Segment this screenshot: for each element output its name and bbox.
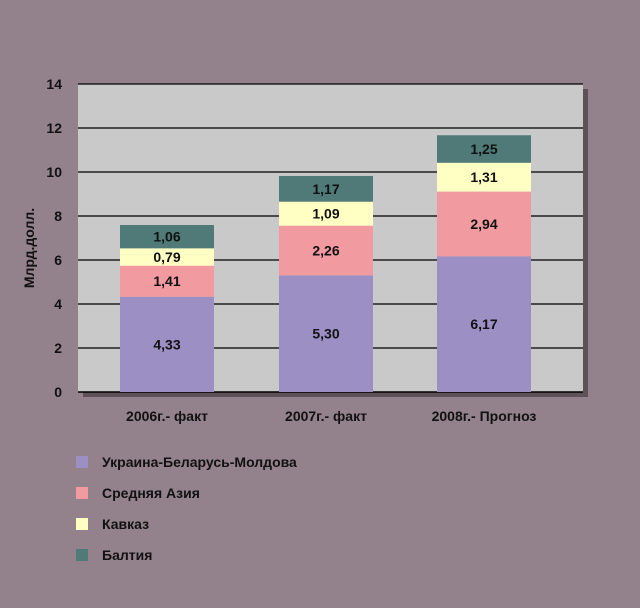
legend: Украина-Беларусь-Молдова Средняя Азия Кавк… [76,454,297,563]
data-label: 6,17 [470,316,497,332]
bar-segment [437,256,531,392]
y-axis-label: Млрд.долл. [21,208,37,288]
bar-segment [279,201,373,226]
legend-item: Украина-Беларусь-Молдова [76,454,297,470]
y-tick-label: 4 [54,296,62,312]
y-tick-label: 2 [54,340,62,356]
bar-segment [120,296,214,392]
legend-item: Средняя Азия [76,485,200,501]
data-label: 1,09 [312,206,339,222]
y-tick-label: 12 [46,120,62,136]
bar-stack: 5,30 2,26 1,09 1,17 [279,175,373,392]
legend-label: Кавказ [102,516,149,532]
bar-segment [120,248,214,266]
y-tick-label: 14 [46,76,62,92]
y-tick-label: 6 [54,252,62,268]
bar-segment [437,162,531,192]
legend-item: Балтия [76,547,152,563]
x-category-label: 2008г.- Прогноз [432,408,537,424]
data-label: 1,31 [470,169,497,185]
data-label: 4,33 [153,336,180,352]
legend-label: Балтия [102,547,152,563]
y-tick-label: 10 [46,164,62,180]
data-label: 1,25 [470,141,497,157]
bar-segment [120,265,214,297]
bar-stack: 6,17 2,94 1,31 1,25 [437,135,531,392]
bar-segment [437,191,531,257]
data-label: 5,30 [312,326,339,342]
y-tick-label: 8 [54,208,62,224]
bar-stack: 4,33 1,41 0,79 1,06 [120,225,214,392]
legend-item: Кавказ [76,516,149,532]
bar-segment [120,225,214,249]
y-axis-ticks: 0 2 4 6 8 10 12 14 [46,76,62,400]
bar-segment [279,225,373,276]
legend-swatch [76,518,88,530]
bar-segment [279,275,373,392]
legend-swatch [76,549,88,561]
bar-segment [437,135,531,163]
legend-label: Украина-Беларусь-Молдова [102,454,297,470]
data-label: 1,41 [153,273,180,289]
data-label: 0,79 [153,249,180,265]
bar-segment [279,175,373,202]
legend-swatch [76,487,88,499]
data-label: 1,06 [153,229,180,245]
data-label: 2,94 [470,216,497,232]
bars: 4,33 1,41 0,79 1,06 5,30 2,26 1,09 1,17 6,17 2,94… [120,135,531,392]
x-category-label: 2007г.- факт [285,408,367,424]
category-labels: 2006г.- факт 2007г.- факт 2008г.- Прогноз [126,408,536,424]
legend-swatch [76,456,88,468]
x-category-label: 2006г.- факт [126,408,208,424]
legend-label: Средняя Азия [102,485,200,501]
y-tick-label: 0 [54,384,62,400]
data-label: 1,17 [312,181,339,197]
data-label: 2,26 [312,243,339,259]
